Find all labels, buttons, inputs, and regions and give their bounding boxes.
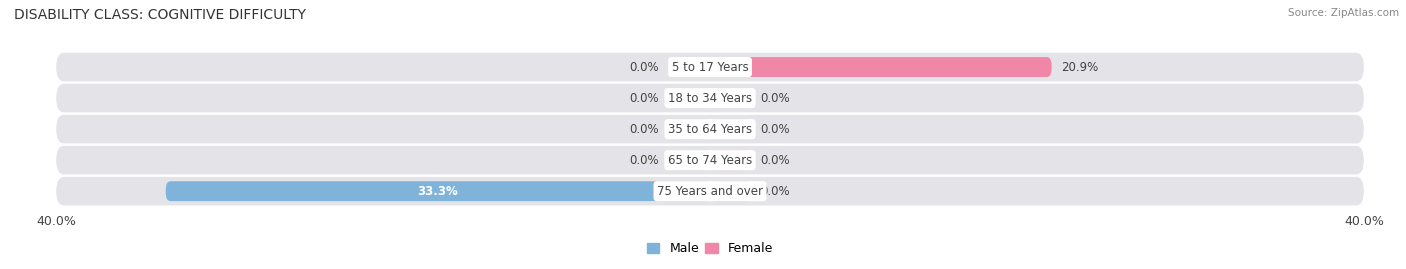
FancyBboxPatch shape: [56, 84, 1364, 112]
FancyBboxPatch shape: [669, 88, 710, 108]
FancyBboxPatch shape: [710, 57, 1052, 77]
FancyBboxPatch shape: [710, 119, 751, 139]
FancyBboxPatch shape: [710, 150, 751, 170]
Text: 35 to 64 Years: 35 to 64 Years: [668, 123, 752, 136]
Text: 0.0%: 0.0%: [761, 154, 790, 167]
FancyBboxPatch shape: [56, 53, 1364, 81]
FancyBboxPatch shape: [710, 181, 751, 201]
Text: 0.0%: 0.0%: [761, 123, 790, 136]
Text: 65 to 74 Years: 65 to 74 Years: [668, 154, 752, 167]
Text: 0.0%: 0.0%: [630, 123, 659, 136]
FancyBboxPatch shape: [56, 115, 1364, 143]
Text: DISABILITY CLASS: COGNITIVE DIFFICULTY: DISABILITY CLASS: COGNITIVE DIFFICULTY: [14, 8, 307, 22]
FancyBboxPatch shape: [669, 150, 710, 170]
Text: 0.0%: 0.0%: [761, 91, 790, 105]
Text: Source: ZipAtlas.com: Source: ZipAtlas.com: [1288, 8, 1399, 18]
FancyBboxPatch shape: [56, 146, 1364, 174]
FancyBboxPatch shape: [166, 181, 710, 201]
FancyBboxPatch shape: [669, 119, 710, 139]
FancyBboxPatch shape: [56, 177, 1364, 206]
Text: 5 to 17 Years: 5 to 17 Years: [672, 61, 748, 73]
Text: 0.0%: 0.0%: [630, 91, 659, 105]
Text: 33.3%: 33.3%: [418, 185, 458, 198]
Text: 0.0%: 0.0%: [630, 154, 659, 167]
Text: 18 to 34 Years: 18 to 34 Years: [668, 91, 752, 105]
Text: 0.0%: 0.0%: [761, 185, 790, 198]
Text: 0.0%: 0.0%: [630, 61, 659, 73]
FancyBboxPatch shape: [669, 57, 710, 77]
Text: 20.9%: 20.9%: [1062, 61, 1098, 73]
FancyBboxPatch shape: [710, 88, 751, 108]
Legend: Male, Female: Male, Female: [647, 242, 773, 255]
Text: 75 Years and over: 75 Years and over: [657, 185, 763, 198]
